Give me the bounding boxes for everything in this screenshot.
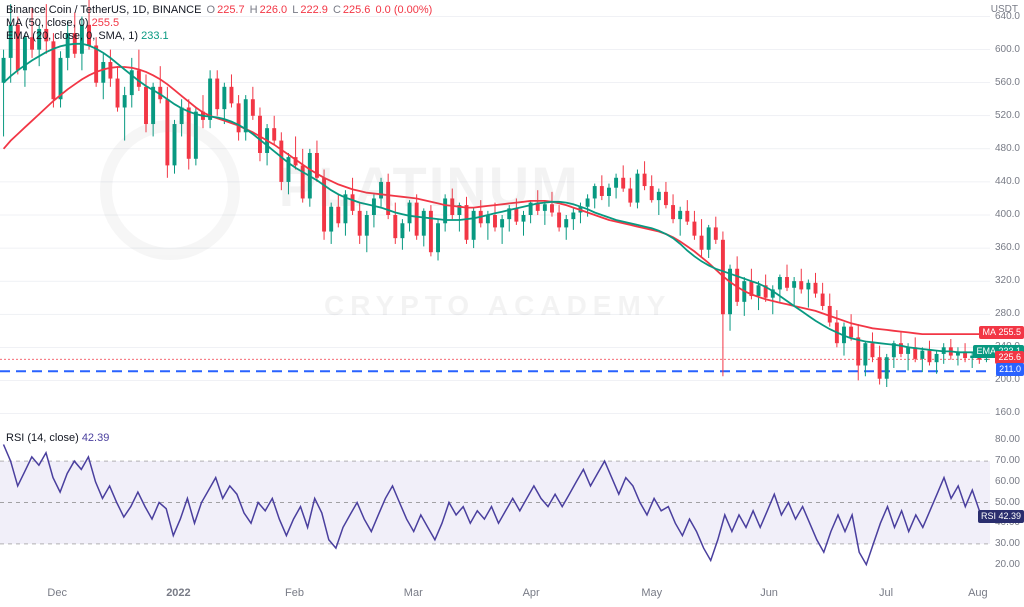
x-axis: Dec 2022 Feb Mar Apr May Jun Jul Aug	[0, 579, 990, 607]
price-tick: 440.0	[995, 176, 1020, 187]
price-tick: 520.0	[995, 110, 1020, 121]
time-tick: Jun	[760, 587, 778, 599]
price-tag: MA 255.5	[979, 326, 1024, 339]
price-tick: 560.0	[995, 77, 1020, 88]
price-tick: 320.0	[995, 275, 1020, 286]
price-tag: 225.6	[995, 351, 1024, 364]
rsi-tick: 80.00	[995, 434, 1020, 445]
rsi-tick: 60.00	[995, 476, 1020, 487]
price-tick: 280.0	[995, 308, 1020, 319]
price-tick: 640.0	[995, 11, 1020, 22]
price-tick: 400.0	[995, 209, 1020, 220]
price-tick: 480.0	[995, 143, 1020, 154]
price-tag: 211.0	[996, 363, 1024, 376]
y-axis: 160.0200.0240.0280.0320.0360.0400.0440.0…	[990, 0, 1024, 575]
time-tick: Feb	[285, 587, 304, 599]
rsi-tick: 50.00	[995, 497, 1020, 508]
rsi-indicator-label[interactable]: RSI (14, close) 42.39	[6, 432, 109, 444]
rsi-tick: 30.00	[995, 538, 1020, 549]
price-chart-panel[interactable]	[0, 0, 990, 430]
time-tick: Mar	[404, 587, 423, 599]
price-tick: 200.0	[995, 374, 1020, 385]
rsi-tag: RSI 42.39	[978, 510, 1024, 523]
ma-indicator-label[interactable]: MA (50, close, 0) 255.5	[6, 17, 432, 29]
ema-indicator-label[interactable]: EMA (20, close, 0, SMA, 1) 233.1	[6, 30, 432, 42]
rsi-tick: 70.00	[995, 455, 1020, 466]
chart-container: PLATINUM CRYPTO ACADEMY Binance Coin / T…	[0, 0, 1024, 607]
price-tick: 160.0	[995, 407, 1020, 418]
time-tick: Dec	[47, 587, 67, 599]
rsi-tick: 20.00	[995, 559, 1020, 570]
rsi-chart-panel[interactable]	[0, 430, 990, 575]
time-tick: 2022	[166, 587, 190, 599]
time-tick: Aug	[968, 587, 988, 599]
price-tick: 600.0	[995, 44, 1020, 55]
time-tick: Apr	[523, 587, 540, 599]
chart-header: Binance Coin / TetherUS, 1D, BINANCE O22…	[6, 4, 432, 43]
symbol-label[interactable]: Binance Coin / TetherUS, 1D, BINANCE	[6, 4, 201, 16]
time-tick: May	[641, 587, 662, 599]
ohlc-readout: O225.7 H226.0 L222.9 C225.6 0.0 (0.00%)	[205, 4, 433, 16]
price-tick: 360.0	[995, 242, 1020, 253]
time-tick: Jul	[879, 587, 893, 599]
